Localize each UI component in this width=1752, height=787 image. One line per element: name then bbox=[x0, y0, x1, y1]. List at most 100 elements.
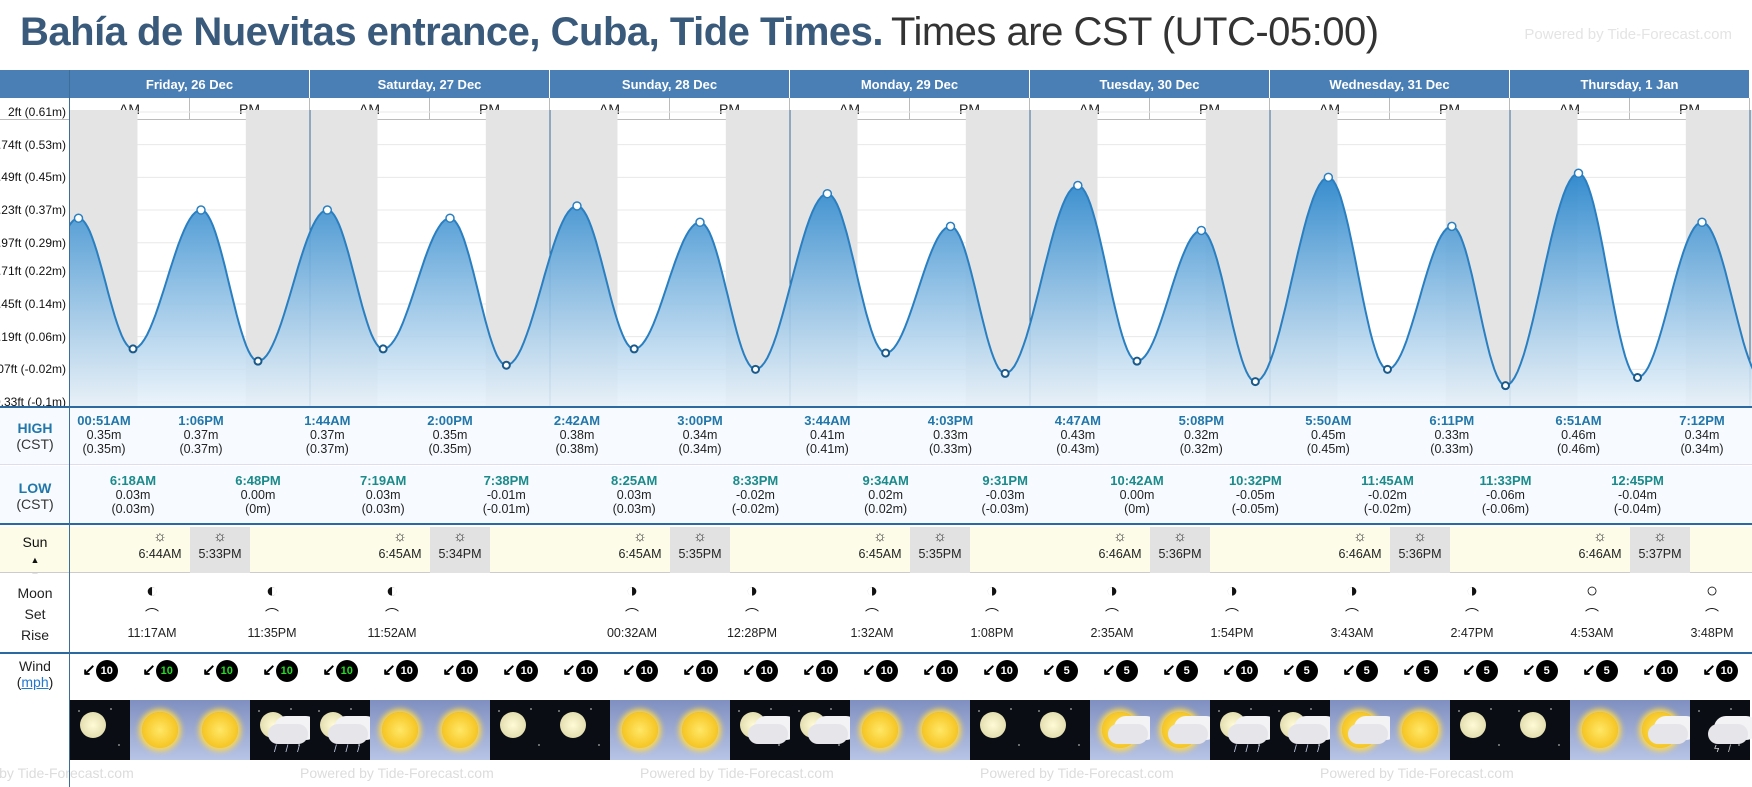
low-label-text: LOW bbox=[18, 480, 52, 496]
high-tide-point bbox=[572, 201, 582, 211]
weather-day-icon bbox=[1570, 700, 1630, 760]
low-time: 10:32PM bbox=[1228, 473, 1282, 488]
powered-by-watermark: Powered by Tide-Forecast.com bbox=[640, 765, 834, 781]
high-time: 4:47AM bbox=[1054, 413, 1101, 428]
y-tick-label: 2ft (0.61m) bbox=[7, 105, 66, 119]
moonset-icon: ⌒ bbox=[385, 607, 399, 623]
wind-speed-cell: ↙ 10 bbox=[550, 660, 610, 683]
moon-time: 1:54PM bbox=[1210, 626, 1254, 640]
weather-day-icon bbox=[850, 700, 910, 760]
moonset-icon: ⌒ bbox=[1105, 607, 1119, 623]
moonset-icon: ⌒ bbox=[1705, 607, 1719, 623]
wind-speed-cell: ↙ 10 bbox=[1690, 660, 1750, 683]
low-meters-paren: (0m) bbox=[245, 502, 271, 516]
wind-direction-arrow-icon: ↙ bbox=[1462, 662, 1476, 679]
low-tide-point bbox=[1250, 377, 1260, 387]
moonset-icon: ⌒ bbox=[1465, 607, 1479, 623]
sunrise-cell: ☼ 6:45AM bbox=[610, 527, 670, 573]
low-tide-point bbox=[751, 364, 760, 374]
low-tide-cell: 8:33PM -0.02m (-0.02m) bbox=[724, 473, 788, 517]
high-tide-cell: 4:47AM 0.43m (0.43m) bbox=[1046, 413, 1110, 457]
moonset-icon: ⌒ bbox=[1345, 607, 1359, 623]
moon-time: 3:48PM bbox=[1690, 626, 1734, 640]
high-meters: 0.34m bbox=[1684, 428, 1720, 442]
low-tide-point bbox=[378, 344, 388, 354]
moon-phase-icon: ◑ bbox=[1345, 580, 1359, 602]
low-tz-text: (CST) bbox=[16, 496, 54, 512]
cloud-icon bbox=[1228, 724, 1268, 744]
sunrise-icon: ☼ bbox=[1593, 528, 1607, 545]
sunset-icon: ☼ bbox=[453, 528, 467, 545]
moon-phase-icon: ◑ bbox=[865, 580, 879, 602]
cloud-icon bbox=[1348, 724, 1388, 744]
sunrise-cell: ☼ 6:44AM bbox=[130, 527, 190, 573]
moon-phase-icon: ◑ bbox=[1225, 580, 1239, 602]
y-tick-label: 0.97ft (0.29m) bbox=[0, 235, 66, 250]
rain-icon: / / / bbox=[1234, 744, 1263, 755]
moon-event-cell: ◑ ⌒ 1:32AM bbox=[840, 580, 904, 640]
weather-cloud-rain-night-icon: / / / bbox=[1210, 700, 1270, 760]
cloud-icon bbox=[1288, 724, 1328, 744]
wind-speed-cell: ↙ 10 bbox=[70, 660, 130, 683]
high-meters-paren: (0.34m) bbox=[1680, 442, 1724, 456]
moon-icon bbox=[1460, 712, 1486, 738]
wind-direction-arrow-icon: ↙ bbox=[442, 662, 456, 679]
weather-day-icon bbox=[670, 700, 730, 760]
tide-area bbox=[70, 173, 1752, 406]
y-axis: 2ft (0.61m) 1.74ft (0.53m) 1.49ft (0.45m) 1… bbox=[0, 105, 70, 409]
high-meters: 0.46m bbox=[1561, 428, 1596, 442]
wind-speed-cell: ↙ 10 bbox=[610, 660, 670, 683]
y-tick-label: 0.71ft (0.22m) bbox=[0, 264, 66, 279]
moon-phase-icon: ◑ bbox=[985, 580, 999, 602]
sunrise-time: 6:45AM bbox=[378, 547, 422, 561]
wind-direction-arrow-icon: ↙ bbox=[802, 662, 816, 679]
weather-day-icon bbox=[1390, 700, 1450, 760]
set-label-text: Set bbox=[24, 606, 46, 622]
sunrise-cell: ☼ 6:46AM bbox=[1570, 527, 1630, 573]
low-time: 9:31PM bbox=[982, 473, 1028, 488]
moonset-icon: ⌒ bbox=[985, 607, 999, 623]
low-meters-paren: (0.03m) bbox=[612, 502, 656, 516]
wind-speed-cell: ↙ 10 bbox=[1210, 660, 1270, 683]
moonset-icon: ⌒ bbox=[865, 607, 879, 623]
wind-direction-arrow-icon: ↙ bbox=[1702, 662, 1716, 679]
rise-label-text: Rise bbox=[20, 627, 49, 643]
low-time: 11:45AM bbox=[1361, 473, 1414, 488]
low-meters-paren: (-0.02m) bbox=[731, 502, 780, 516]
sun-icon bbox=[442, 712, 478, 748]
timezone-note: Times are CST (UTC-05:00) bbox=[891, 10, 1379, 54]
low-time: 8:33PM bbox=[732, 473, 779, 488]
sunrise-cell: ☼ 6:45AM bbox=[370, 527, 430, 573]
sunrise-time: 6:45AM bbox=[618, 547, 662, 561]
weather-day-cloud-icon bbox=[1330, 700, 1390, 760]
wind-direction-arrow-icon: ↙ bbox=[322, 662, 336, 679]
sunset-icon: ☼ bbox=[213, 528, 227, 545]
low-time: 8:25AM bbox=[611, 473, 658, 488]
moonset-icon: ⌒ bbox=[265, 607, 279, 623]
wind-speed-badge: 10 bbox=[1235, 660, 1258, 683]
weather-night-icon bbox=[70, 700, 130, 760]
low-meters: -0.05m bbox=[1235, 488, 1275, 502]
moon-phase-icon: ◐ bbox=[145, 580, 159, 602]
weather-cloud-night-icon bbox=[730, 700, 790, 760]
wind-unit-link[interactable]: mph bbox=[21, 674, 49, 690]
y-tick-label: 1.49ft (0.45m) bbox=[0, 170, 66, 185]
tide-chart bbox=[70, 110, 1752, 406]
wind-speed-badge: 5 bbox=[1535, 660, 1558, 683]
cloud-icon bbox=[1108, 724, 1148, 744]
moon-event-cell: ◑ ⌒ 3:43AM bbox=[1320, 580, 1384, 640]
moon-event-cell: ○ ⌒ 4:53AM bbox=[1560, 580, 1624, 640]
low-tide-point bbox=[1383, 364, 1392, 374]
low-tide-cell: 6:18AM 0.03m (0.03m) bbox=[101, 474, 165, 517]
high-tide-cell: 2:42AM 0.38m (0.38m) bbox=[545, 414, 609, 457]
wind-direction-arrow-icon: ↙ bbox=[1042, 662, 1056, 679]
sun-icon bbox=[382, 712, 418, 748]
sunset-icon: ☼ bbox=[1653, 528, 1667, 545]
wind-speed-badge: 10 bbox=[995, 660, 1018, 683]
powered-by-watermark: Powered by Tide-Forecast.com bbox=[1524, 26, 1732, 43]
low-meters-paren: (0.03m) bbox=[111, 502, 155, 516]
high-tide-point bbox=[1697, 217, 1707, 228]
high-tide-cell: 4:03PM 0.33m (0.33m) bbox=[919, 414, 983, 457]
wind-direction-arrow-icon: ↙ bbox=[682, 662, 696, 679]
high-tide-cell: 3:44AM 0.41m (0.41m) bbox=[795, 414, 859, 457]
